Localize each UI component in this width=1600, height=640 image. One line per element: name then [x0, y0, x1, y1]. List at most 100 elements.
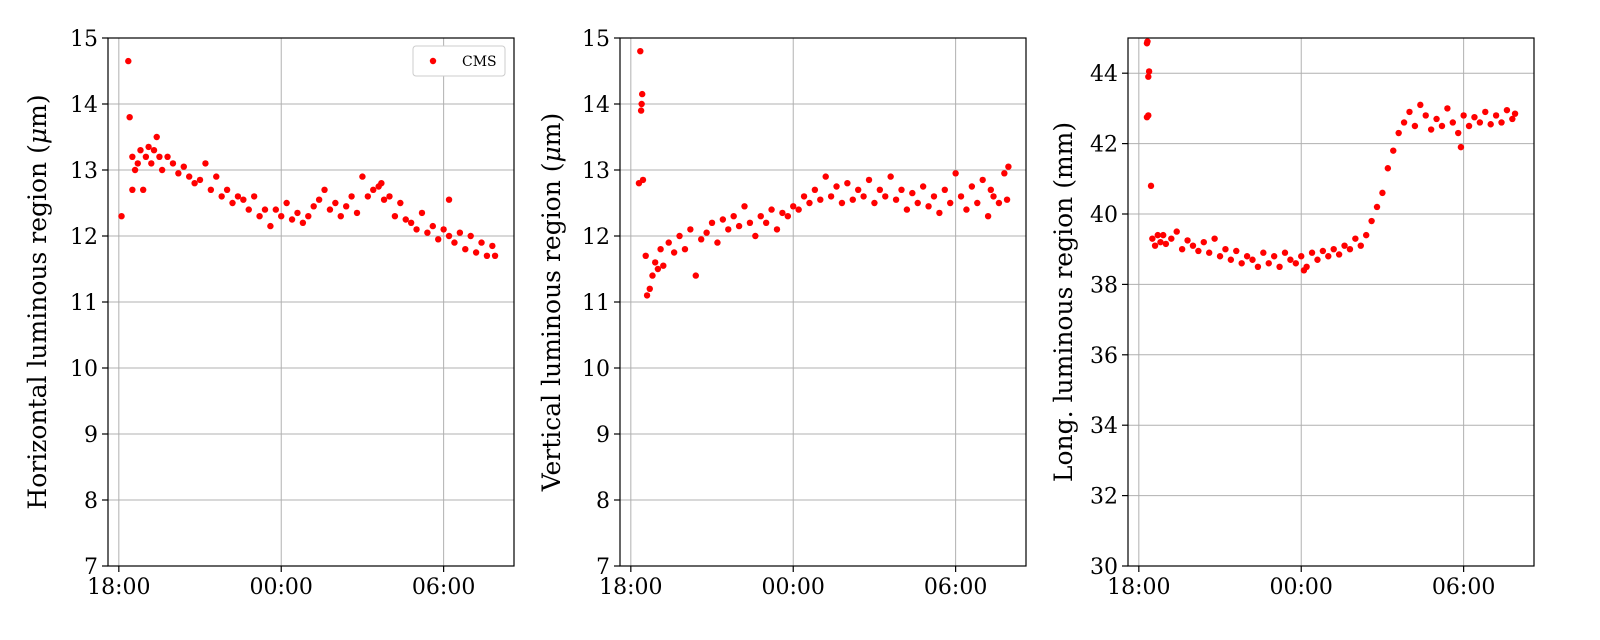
data-point: [1308, 249, 1316, 256]
data-point: [386, 193, 393, 200]
data-point: [1335, 251, 1343, 258]
data-point: [752, 232, 759, 240]
data-point: [811, 186, 819, 193]
data-point: [472, 249, 480, 256]
data-point: [687, 226, 694, 233]
data-point: [1352, 235, 1359, 242]
data-point: [1509, 115, 1516, 123]
data-point: [456, 229, 464, 236]
y-tick-label: 9: [596, 423, 610, 448]
y-tick-label: 38: [1090, 273, 1118, 298]
data-point: [817, 196, 824, 203]
data-point: [491, 252, 499, 259]
y-tick-label: 34: [1090, 414, 1118, 439]
data-point: [1151, 242, 1159, 249]
data-point: [1341, 242, 1348, 249]
scatter-points: [118, 57, 499, 259]
x-tick-label: 00:00: [1270, 575, 1333, 600]
data-point: [1465, 122, 1473, 130]
data-point: [1260, 249, 1267, 256]
data-point: [1233, 247, 1240, 255]
data-point: [860, 193, 867, 200]
data-point: [1411, 122, 1419, 130]
data-point: [1362, 231, 1370, 239]
legend: CMS: [412, 45, 506, 77]
data-point: [1243, 253, 1251, 260]
data-point: [1460, 112, 1467, 119]
data-point: [703, 229, 710, 236]
data-point: [914, 199, 921, 207]
data-point: [139, 186, 147, 193]
data-point: [925, 203, 932, 210]
y-tick-label: 14: [582, 93, 610, 118]
data-point: [288, 216, 296, 223]
data-point: [196, 176, 204, 184]
data-point: [218, 193, 225, 200]
data-point: [746, 219, 754, 226]
y-axis-label: Horizontal luminous region (μm): [23, 94, 52, 509]
data-point: [1482, 108, 1489, 116]
data-point: [478, 239, 485, 246]
data-point: [134, 160, 141, 167]
data-point: [202, 160, 209, 167]
data-point: [164, 153, 171, 160]
data-point: [903, 206, 911, 213]
data-point: [643, 292, 651, 299]
x-tick-label: 18:00: [87, 575, 150, 600]
data-point: [974, 199, 981, 207]
y-tick-label: 42: [1090, 133, 1118, 158]
ticks: 7 8 9 10 11 12 13 14 15 18:00 00:00 06:00: [70, 27, 475, 600]
data-point: [638, 100, 645, 108]
data-point: [1492, 112, 1500, 119]
data-point: [391, 213, 399, 220]
data-point: [1227, 256, 1235, 263]
data-point: [670, 249, 678, 256]
data-point: [838, 199, 846, 207]
data-point: [310, 203, 317, 210]
data-point: [278, 213, 285, 220]
data-point: [952, 170, 959, 177]
data-point: [342, 203, 350, 210]
data-point: [979, 176, 986, 184]
y-tick-label: 13: [582, 159, 610, 184]
data-point: [207, 186, 215, 193]
data-point: [995, 199, 1003, 207]
y-tick-label: 30: [1090, 555, 1118, 580]
y-axis-label: Long. luminous region (mm): [1049, 122, 1078, 482]
data-point: [1422, 112, 1429, 119]
data-point: [250, 193, 258, 200]
x-tick-label: 18:00: [1107, 575, 1170, 600]
data-point: [1444, 105, 1451, 112]
data-point: [806, 199, 813, 207]
data-point: [822, 173, 829, 180]
y-tick-label: 40: [1090, 203, 1118, 228]
data-point: [1249, 256, 1256, 263]
data-point: [941, 186, 948, 193]
data-point: [1145, 68, 1153, 75]
data-point: [1178, 246, 1186, 253]
data-point: [651, 259, 659, 266]
data-point: [359, 173, 366, 180]
data-point: [730, 213, 737, 220]
data-point: [1503, 106, 1511, 114]
data-point: [1498, 119, 1505, 126]
data-point: [467, 232, 474, 240]
data-point: [1427, 126, 1435, 133]
data-point: [229, 199, 236, 207]
data-point: [137, 147, 144, 154]
data-point: [169, 160, 177, 167]
data-point: [947, 199, 954, 207]
data-point: [445, 196, 453, 203]
data-point: [784, 213, 792, 220]
data-point: [844, 180, 851, 187]
data-point: [397, 199, 404, 207]
data-point: [267, 222, 274, 230]
data-point: [1455, 129, 1462, 137]
data-point: [131, 166, 139, 174]
data-point: [1457, 143, 1465, 151]
data-point: [1319, 247, 1327, 255]
data-point: [1346, 246, 1354, 253]
data-point: [865, 176, 873, 184]
data-point: [762, 219, 770, 226]
data-point: [1001, 170, 1008, 177]
